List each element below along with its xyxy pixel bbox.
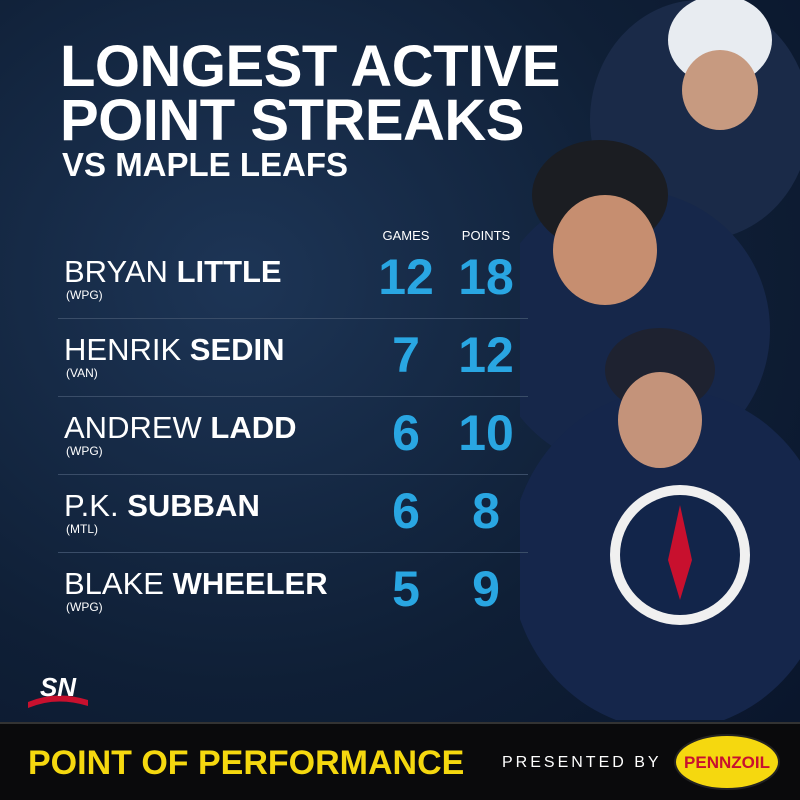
table-row: P.K. SUBBAN (MTL) 6 8 [58,482,538,560]
presented-by: PRESENTED BY [502,754,662,771]
player-name: P.K. SUBBAN [64,488,260,524]
games: 7 [392,327,420,383]
first-name: BRYAN [64,254,168,289]
row-separator [58,552,528,553]
team: (MTL) [66,522,98,536]
table-row: HENRIK SEDIN (VAN) 7 12 [58,326,538,404]
team: (WPG) [66,444,103,458]
table-row: BLAKE WHEELER (WPG) 5 9 [58,560,538,638]
footer-bar: POINT OF PERFORMANCE PRESENTED BY PENNZO… [0,722,800,800]
banner: POINT OF PERFORMANCE [28,744,465,782]
team: (WPG) [66,288,103,302]
points: 10 [458,405,514,461]
player-name: ANDREW LADD [64,410,297,446]
last-name: SUBBAN [127,488,260,523]
player-name: BLAKE WHEELER [64,566,328,602]
player-art [520,0,800,720]
title-line: POINT STREAKS [60,88,525,153]
column-header: GAMES [382,228,430,243]
last-name: LADD [210,410,297,445]
points: 8 [472,483,500,539]
table-row: ANDREW LADD (WPG) 6 10 [58,404,538,482]
team: (WPG) [66,600,103,614]
logo-text: SN [40,672,77,702]
first-name: P.K. [64,488,119,523]
title-line: LONGEST ACTIVE [60,34,561,99]
sponsor-text: PENNZOIL [684,753,770,772]
points: 18 [458,249,514,305]
sn-logo: SN [28,672,88,708]
row-separator [58,396,528,397]
points: 12 [458,327,514,383]
row-separator [58,474,528,475]
player-name: HENRIK SEDIN [64,332,285,368]
sponsor-logo: PENNZOIL [674,734,780,790]
player-name: BRYAN LITTLE [64,254,282,290]
last-name: LITTLE [176,254,282,289]
team: (VAN) [66,366,98,380]
points: 9 [472,561,500,617]
games: 5 [392,561,420,617]
first-name: ANDREW [64,410,202,445]
table-row: BRYAN LITTLE (WPG) 12 18 [58,248,538,326]
first-name: BLAKE [64,566,164,601]
last-name: SEDIN [189,332,285,367]
last-name: WHEELER [172,566,328,601]
games: 12 [378,249,434,305]
subtitle: VS MAPLE LEAFS [62,146,349,183]
row-separator [58,318,528,319]
column-header: POINTS [461,228,511,243]
games: 6 [392,483,420,539]
games: 6 [392,405,420,461]
first-name: HENRIK [64,332,182,367]
